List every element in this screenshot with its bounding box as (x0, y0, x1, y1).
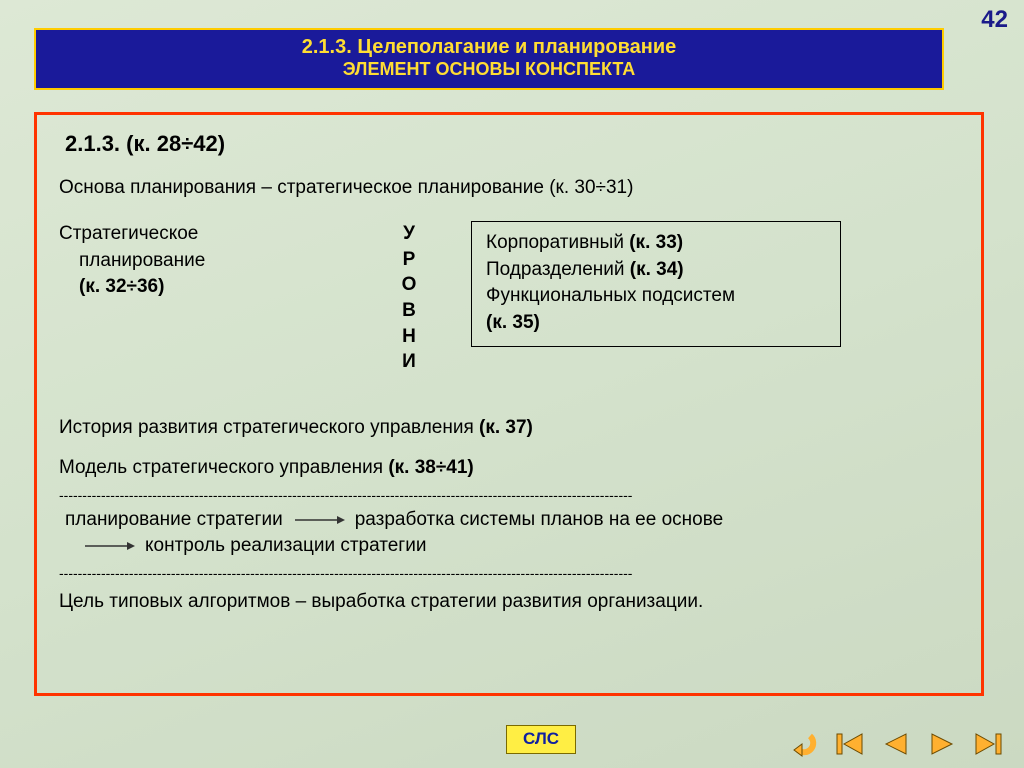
dashes-top: ----------------------------------------… (59, 487, 959, 503)
flow-p2: разработка системы планов на ее основе (355, 509, 723, 531)
section-heading: 2.1.3. (к. 28÷42) (65, 131, 959, 157)
history-line: История развития стратегического управле… (59, 417, 959, 439)
left-column: Стратегическое планирование (к. 32÷36) (59, 221, 359, 301)
model-line: Модель стратегического управления (к. 38… (59, 457, 959, 479)
flow-row-2: контроль реализации стратегии (59, 535, 959, 557)
nav-icons (788, 730, 1004, 758)
first-icon[interactable] (834, 730, 866, 758)
r4: (к. 35) (486, 310, 826, 337)
next-icon[interactable] (926, 730, 958, 758)
left-l1: Стратегическое (59, 221, 359, 248)
arrow-icon (293, 513, 345, 527)
r1a: Корпоративный (486, 232, 629, 253)
flow-p3: контроль реализации стратегии (145, 535, 426, 557)
left-l3: (к. 32÷36) (59, 274, 359, 301)
dashes-bottom: ----------------------------------------… (59, 565, 959, 581)
levels-row: Стратегическое планирование (к. 32÷36) У… (59, 221, 959, 375)
sls-button[interactable]: СЛС (506, 725, 576, 754)
r2b: (к. 34) (630, 259, 684, 280)
r3: Функциональных подсистем (486, 283, 826, 310)
flow-row-1: планирование стратегии разработка систем… (59, 509, 959, 531)
arrow-icon (83, 539, 135, 553)
flow-p1: планирование стратегии (65, 509, 283, 531)
last-icon[interactable] (972, 730, 1004, 758)
prev-icon[interactable] (880, 730, 912, 758)
title-line1: 2.1.3. Целеполагание и планирование (36, 36, 942, 59)
final-line: Цель типовых алгоритмов – выработка стра… (59, 591, 959, 613)
left-l2: планирование (59, 248, 359, 275)
return-icon[interactable] (788, 730, 820, 758)
basis-line: Основа планирования – стратегическое пла… (59, 177, 959, 199)
r2a: Подразделений (486, 259, 630, 280)
levels-vertical: УРОВНИ (359, 221, 459, 375)
r1b: (к. 33) (629, 232, 683, 253)
title-bar: 2.1.3. Целеполагание и планирование ЭЛЕМ… (34, 28, 944, 90)
right-box: Корпоративный (к. 33) Подразделений (к. … (471, 221, 841, 347)
content-box: 2.1.3. (к. 28÷42) Основа планирования – … (34, 112, 984, 696)
title-line2: ЭЛЕМЕНТ ОСНОВЫ КОНСПЕКТА (36, 59, 942, 80)
page-number: 42 (981, 6, 1008, 34)
